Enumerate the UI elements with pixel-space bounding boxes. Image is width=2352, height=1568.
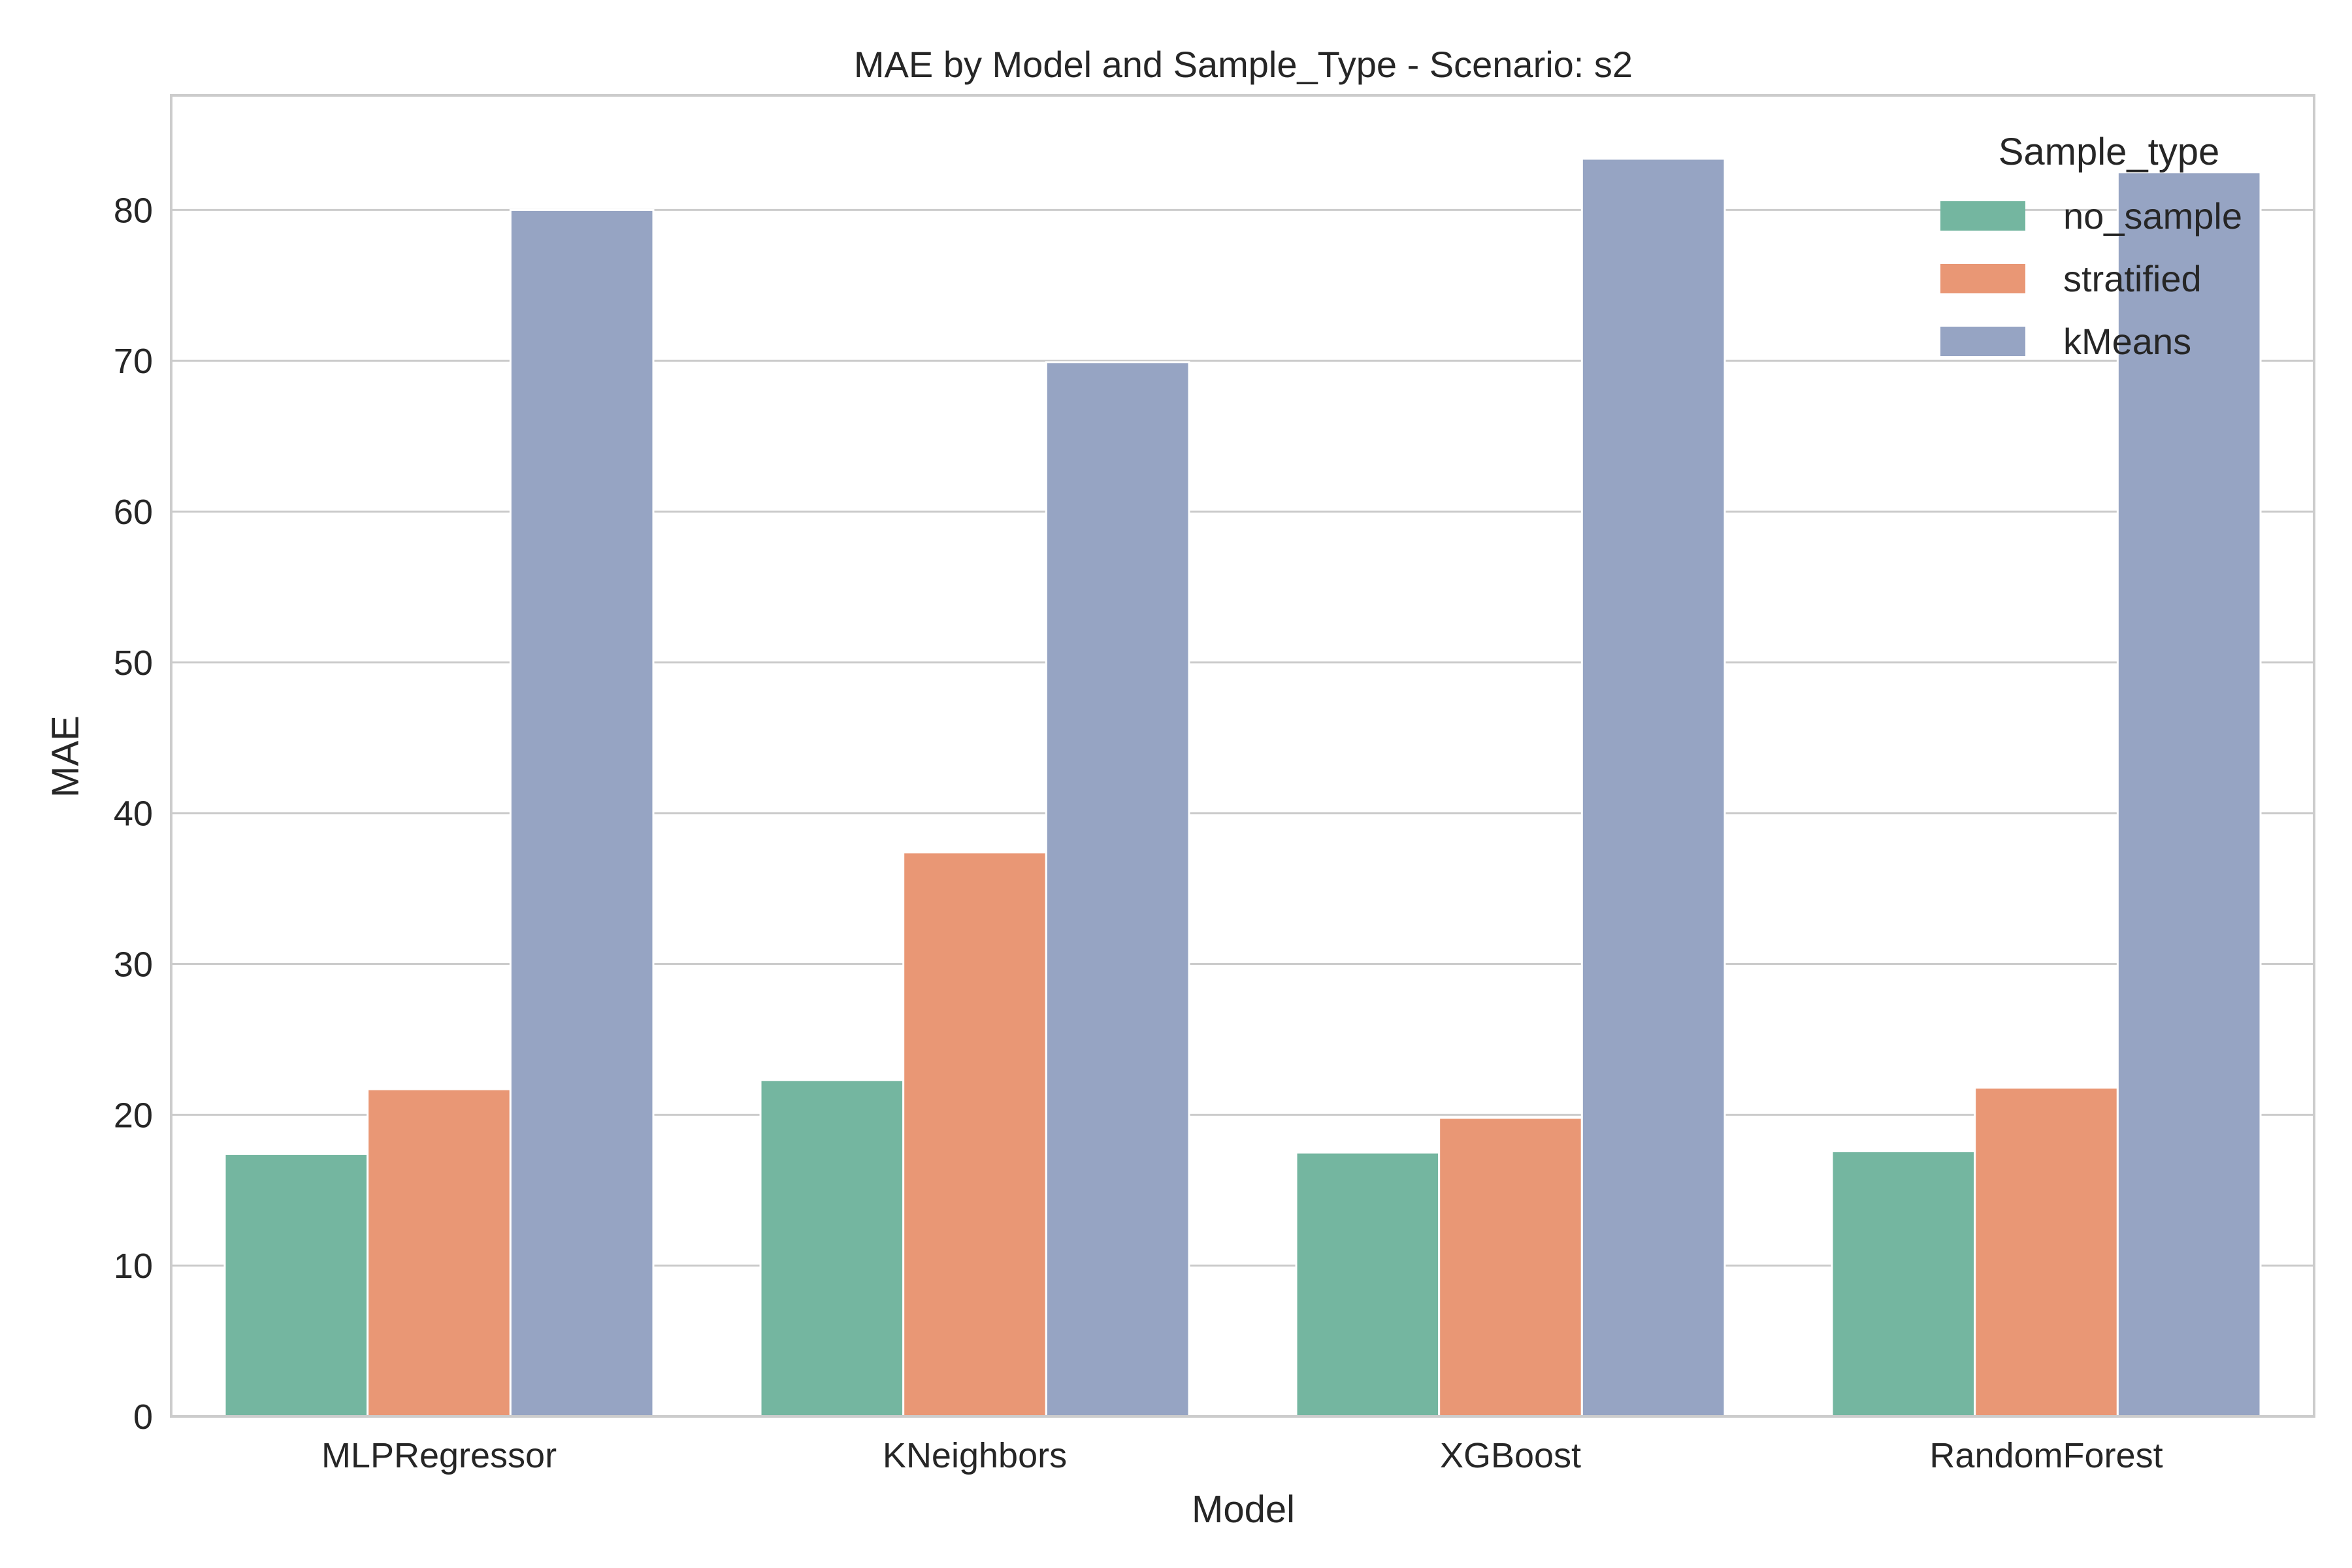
y-tick-label: 50 xyxy=(114,644,153,683)
bar-kMeans xyxy=(1045,361,1190,1418)
y-axis-label: MAE xyxy=(44,715,87,798)
y-tick-label: 70 xyxy=(114,342,153,381)
y-axis-ticks: 0 10 20 30 40 50 60 70 80 xyxy=(114,191,153,1437)
y-tick-label: 80 xyxy=(114,191,153,230)
legend: Sample_type no_sample stratified kMeans xyxy=(1940,131,2242,362)
bar-kMeans xyxy=(509,208,655,1418)
legend-title: Sample_type xyxy=(1999,131,2220,173)
legend-label-stratified: stratified xyxy=(2063,258,2202,299)
bar-kMeans xyxy=(2116,171,2262,1418)
x-axis-label: Model xyxy=(1192,1488,1295,1531)
bars xyxy=(223,157,2262,1418)
y-tick-label: 0 xyxy=(133,1397,153,1437)
y-tick-label: 60 xyxy=(114,493,153,532)
plot-frame xyxy=(170,94,2315,1418)
legend-label-no_sample: no_sample xyxy=(2063,195,2242,237)
bar-no_sample xyxy=(759,1079,905,1418)
bar-stratified xyxy=(367,1088,512,1418)
y-tick-label: 40 xyxy=(114,794,153,834)
bar-no_sample xyxy=(223,1152,369,1418)
y-tick-label: 10 xyxy=(114,1247,153,1286)
y-tick-label: 30 xyxy=(114,945,153,985)
legend-swatch-kMeans xyxy=(1940,327,2025,356)
chart-title: MAE by Model and Sample_Type - Scenario:… xyxy=(854,44,1633,85)
bar-stratified xyxy=(1974,1086,2119,1418)
legend-swatch-stratified xyxy=(1940,264,2025,293)
bar-stratified xyxy=(902,851,1047,1418)
x-tick-label: XGBoost xyxy=(1440,1436,1581,1475)
legend-swatch-no_sample xyxy=(1940,201,2025,231)
bar-kMeans xyxy=(1580,157,1726,1418)
bar-no_sample xyxy=(1295,1151,1441,1418)
bar-no_sample xyxy=(1831,1150,1976,1418)
bar-stratified xyxy=(1438,1117,1583,1418)
y-tick-label: 20 xyxy=(114,1096,153,1135)
x-axis-ticks: MLPRegressor KNeighbors XGBoost RandomFores… xyxy=(321,1436,2163,1475)
legend-label-kMeans: kMeans xyxy=(2063,321,2191,362)
x-tick-label: RandomForest xyxy=(1929,1436,2163,1475)
x-tick-label: KNeighbors xyxy=(883,1436,1067,1475)
x-tick-label: MLPRegressor xyxy=(321,1436,557,1475)
